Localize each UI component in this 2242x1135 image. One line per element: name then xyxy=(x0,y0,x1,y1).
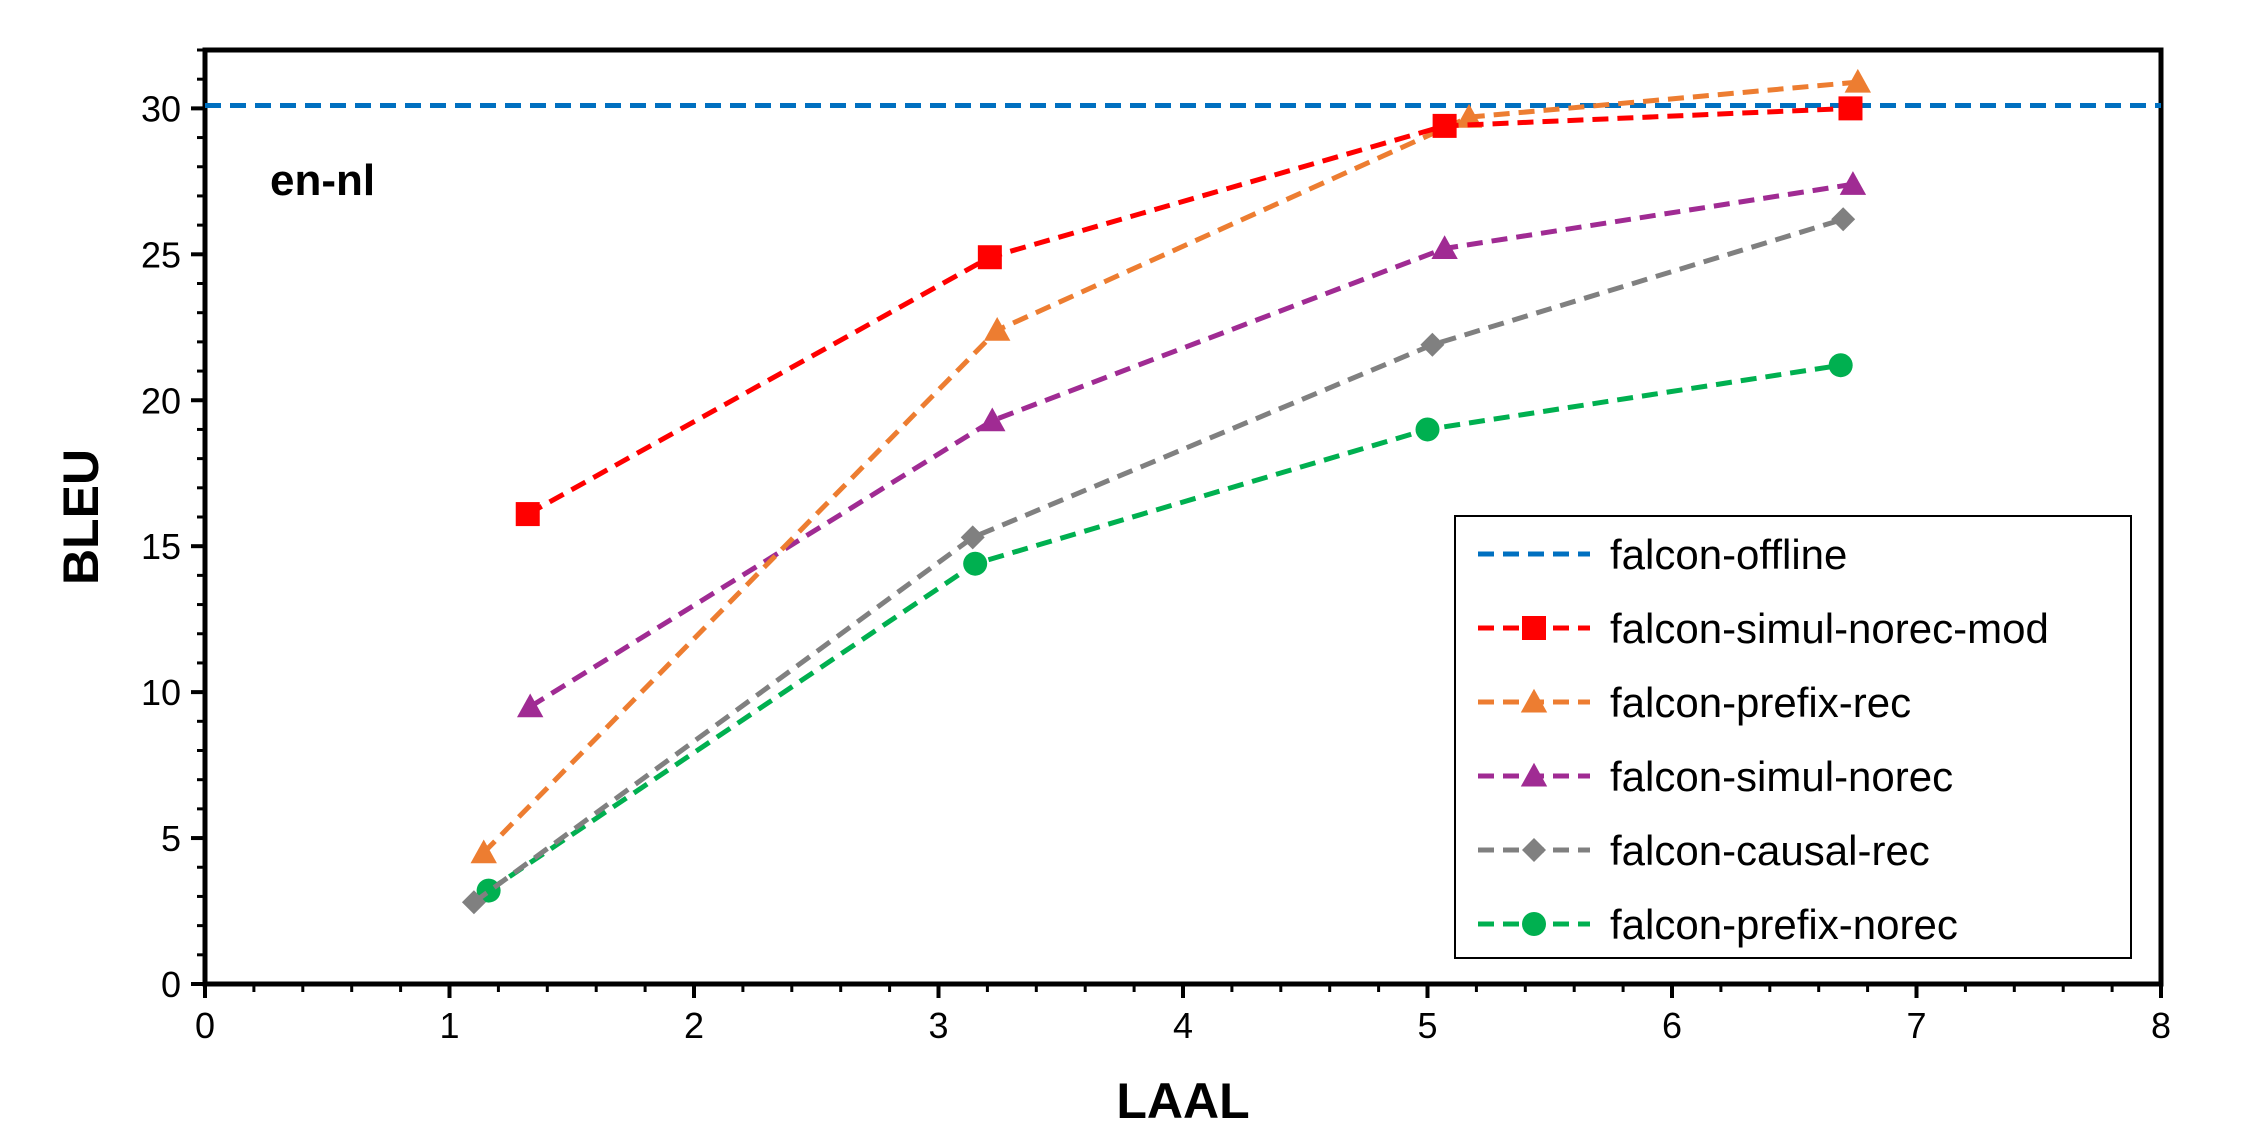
data-point xyxy=(516,693,544,718)
legend-swatch-marker xyxy=(1522,912,1546,936)
data-point xyxy=(1838,96,1863,121)
y-tick-label: 10 xyxy=(141,672,181,713)
chart-annotation: en-nl xyxy=(270,156,375,205)
series-layer xyxy=(205,68,2161,915)
series-falcon-prefix-rec xyxy=(470,68,1872,864)
legend-label: falcon-prefix-rec xyxy=(1610,679,1911,726)
y-tick-label: 20 xyxy=(141,380,181,421)
data-point xyxy=(1420,332,1445,357)
data-point xyxy=(461,890,486,915)
legend-label: falcon-causal-rec xyxy=(1610,827,1930,874)
data-point xyxy=(963,551,988,576)
x-tick-label: 8 xyxy=(2151,1005,2171,1046)
y-tick-label: 25 xyxy=(141,234,181,275)
data-point xyxy=(1415,417,1440,442)
legend-box xyxy=(1454,515,2132,959)
series-line xyxy=(528,181,1854,709)
y-tick-label: 0 xyxy=(161,964,181,1005)
data-point xyxy=(1831,207,1856,232)
axes: 0 1 2 3 4 5 6 7 8 0 5 10 15 20 25 30 xyxy=(141,48,2171,1046)
x-tick-label: 2 xyxy=(684,1005,704,1046)
legend-swatch-marker xyxy=(1522,616,1546,640)
y-tick-label: 15 xyxy=(141,526,181,567)
legend-label: falcon-offline xyxy=(1610,531,1847,578)
legend-label: falcon-simul-norec xyxy=(1610,753,1953,800)
data-point xyxy=(960,525,985,550)
legend-label: falcon-simul-norec-mod xyxy=(1610,605,2049,652)
x-tick-label: 0 xyxy=(195,1005,215,1046)
x-tick-label: 7 xyxy=(1906,1005,1926,1046)
data-point xyxy=(983,317,1011,341)
x-tick-label: 6 xyxy=(1662,1005,1682,1046)
data-point xyxy=(979,407,1006,432)
x-axis-title: LAAL xyxy=(1116,1073,1249,1129)
series-falcon-simul-norec xyxy=(516,171,1867,718)
x-tick-label: 1 xyxy=(439,1005,459,1046)
data-point xyxy=(470,839,497,864)
data-point xyxy=(1828,353,1853,378)
legend: falcon-offline falcon-simul-norec-mod falc… xyxy=(1454,515,2132,959)
data-point xyxy=(1432,113,1457,138)
y-tick-label: 5 xyxy=(161,818,181,859)
y-axis-title: BLEU xyxy=(53,449,109,585)
legend-swatch-marker xyxy=(1520,688,1548,713)
series-line xyxy=(526,105,1851,517)
legend-items: falcon-offline falcon-simul-norec-mod falc… xyxy=(1478,531,2049,948)
data-point xyxy=(1455,103,1483,128)
series-falcon-causal-rec xyxy=(461,207,1856,915)
legend-swatch-marker xyxy=(1522,838,1546,862)
legend-label: falcon-prefix-norec xyxy=(1610,901,1958,948)
legend-swatch-marker xyxy=(1520,762,1548,787)
series-line xyxy=(472,216,1844,905)
data-point xyxy=(515,502,540,527)
x-tick-label: 5 xyxy=(1417,1005,1437,1046)
series-falcon-simul-norec-mod xyxy=(515,96,1863,527)
legend-item: falcon-prefix-rec xyxy=(1478,679,1911,726)
data-point xyxy=(1431,235,1458,260)
x-tick-label: 3 xyxy=(928,1005,948,1046)
x-tick-label: 4 xyxy=(1173,1005,1193,1046)
legend-item: falcon-prefix-norec xyxy=(1478,901,1958,948)
legend-item: falcon-simul-norec xyxy=(1478,753,1953,800)
data-point xyxy=(977,245,1002,270)
data-point xyxy=(1844,68,1872,93)
y-tick-label: 30 xyxy=(141,88,181,129)
legend-item: falcon-causal-rec xyxy=(1478,827,1930,874)
legend-item: falcon-offline xyxy=(1478,531,1847,578)
legend-item: falcon-simul-norec-mod xyxy=(1478,605,2049,652)
data-point xyxy=(1839,171,1867,195)
